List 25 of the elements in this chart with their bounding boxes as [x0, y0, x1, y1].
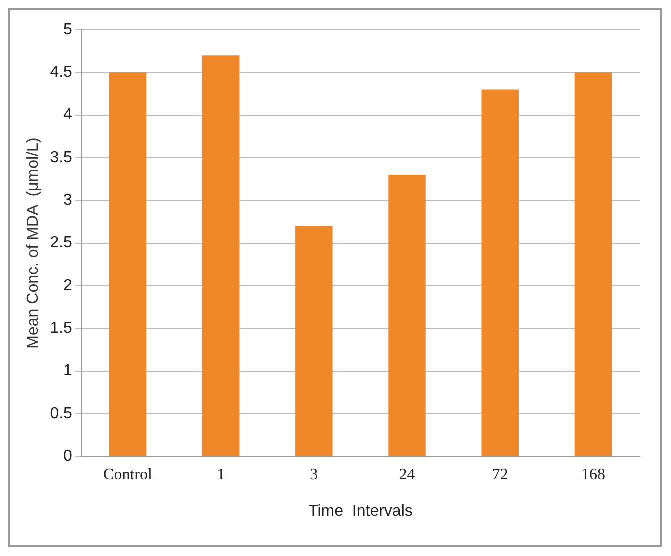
- bar: [202, 56, 240, 456]
- bar: [482, 90, 519, 456]
- y-tick-label: 2: [64, 277, 73, 294]
- bar: [574, 72, 612, 456]
- bar: [109, 72, 147, 456]
- x-axis-title: Time Intervals: [308, 502, 413, 520]
- x-tick-label: 72: [492, 466, 508, 484]
- y-tick-label: 0: [64, 448, 73, 466]
- x-tick-label: 24: [399, 466, 416, 484]
- x-tick-label: Control: [104, 466, 153, 484]
- y-tick-label: 1.5: [50, 320, 73, 338]
- y-tick-label: 3: [64, 192, 73, 210]
- bar: [388, 175, 426, 456]
- y-tick-label: 1: [64, 362, 73, 380]
- x-tick-label: 168: [581, 466, 606, 484]
- y-tick-label: 3.5: [50, 149, 73, 166]
- y-tick-label: 5: [64, 21, 73, 38]
- x-tick-label: 1: [217, 466, 226, 484]
- y-tick-label: 0.5: [50, 405, 73, 422]
- y-axis-title: Mean Conc. of MDA (μmol/L): [25, 138, 42, 349]
- y-tick-label: 4: [64, 106, 73, 124]
- y-tick-label: 4.5: [50, 64, 73, 82]
- y-tick-label: 2.5: [50, 234, 73, 252]
- x-tick-label: 3: [310, 466, 318, 484]
- bar: [296, 226, 333, 456]
